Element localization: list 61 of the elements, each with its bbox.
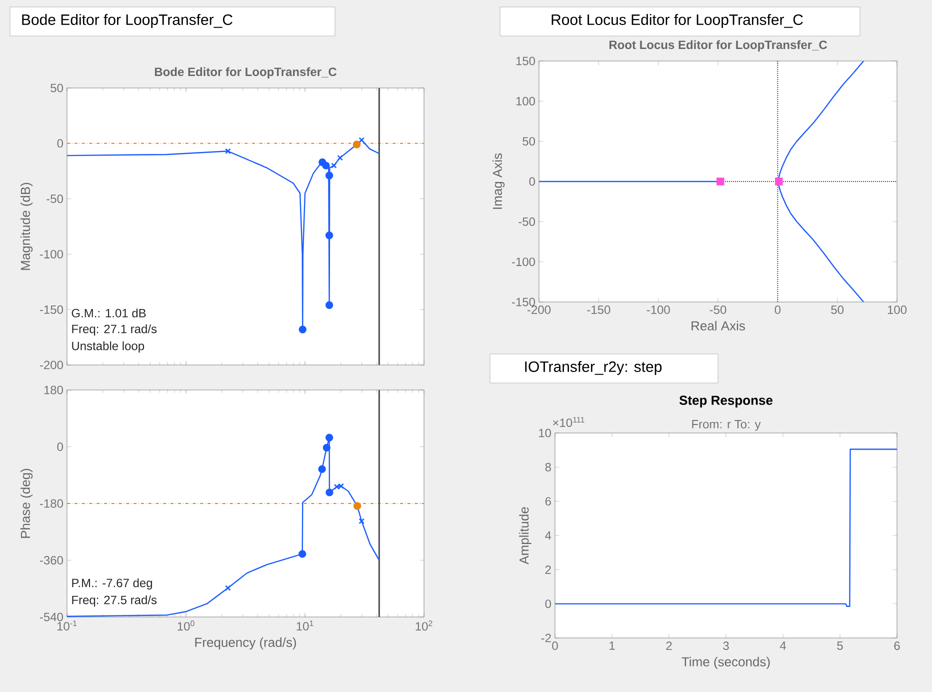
annotation: G.M.: 1.01 dB xyxy=(72,308,146,318)
x-tick-label: 0 xyxy=(552,642,558,650)
x-tick-label: 6 xyxy=(894,642,900,650)
x-axis-title: Frequency (rad/s) xyxy=(195,637,296,650)
x-tick-label: 4 xyxy=(780,642,786,650)
y-tick-label: 0 xyxy=(529,177,536,186)
y-tick-label: -100 xyxy=(40,250,64,258)
y-tick-label: -150 xyxy=(512,298,536,306)
y-tick-label: 0 xyxy=(545,600,552,608)
text: Bode Editor for LoopTransfer_C xyxy=(22,14,232,28)
annotation: P.M.: -7.67 deg xyxy=(72,578,152,590)
x-axis-title: Time (seconds) xyxy=(682,656,770,669)
y-tick-label: 4 xyxy=(545,531,552,540)
x-tick-label: 10$^{2}$ xyxy=(416,620,432,631)
annotation: Freq: 27.1 rad/s xyxy=(72,324,157,336)
y-tick-label: 2 xyxy=(545,565,551,574)
y-tick-label: 180 xyxy=(44,386,64,394)
y-tick-label: -50 xyxy=(46,194,64,204)
y-tick-label: 100 xyxy=(516,96,536,106)
chart-title: Root Locus Editor for LoopTransfer_C xyxy=(609,40,828,52)
text: ×10$^{111}$ xyxy=(553,416,584,427)
x-tick-label: 10$^{-1}$ xyxy=(57,620,77,630)
y-tick-label: 150 xyxy=(516,56,536,66)
chart-title: Bode Editor for LoopTransfer_C xyxy=(154,67,337,78)
y-tick-label: -200 xyxy=(40,360,64,370)
y-axis-title: Phase (deg) xyxy=(20,468,33,538)
y-tick-label: 10 xyxy=(539,428,552,438)
chart-subtitle: From: r To: y xyxy=(692,420,761,431)
y-tick-label: 0 xyxy=(57,139,64,148)
y-axis-title: Amplitude xyxy=(519,507,532,564)
x-tick-label: 100 xyxy=(888,306,907,314)
x-tick-label: 50 xyxy=(831,306,844,314)
y-tick-label: -100 xyxy=(512,258,536,266)
x-tick-label: 5 xyxy=(837,642,843,650)
chart-title: Step Response xyxy=(679,396,773,408)
x-tick-label: 0 xyxy=(774,306,781,314)
x-tick-label: -50 xyxy=(710,306,726,314)
x-tick-label: -150 xyxy=(587,306,610,314)
text: IOTransfer_r2y: step xyxy=(525,361,662,375)
y-axis-title: Magnitude (dB) xyxy=(20,182,33,270)
y-tick-label: -2 xyxy=(541,634,551,642)
x-tick-label: 10$^{1}$ xyxy=(296,620,314,630)
y-tick-label: -50 xyxy=(518,217,536,226)
x-tick-label: 1 xyxy=(610,642,615,650)
y-tick-label: 50 xyxy=(50,84,64,92)
y-tick-label: 6 xyxy=(545,497,551,506)
y-tick-label: -180 xyxy=(40,499,64,508)
x-axis-title: Real Axis xyxy=(692,320,745,330)
x-tick-label: 10$^{0}$ xyxy=(178,620,194,631)
y-axis-title: Imag Axis xyxy=(492,153,505,209)
x-tick-label: 2 xyxy=(666,642,672,650)
y-tick-label: -360 xyxy=(40,556,64,564)
y-tick-label: 8 xyxy=(545,462,551,472)
x-tick-label: -100 xyxy=(646,306,670,314)
y-tick-label: 50 xyxy=(522,137,536,146)
y-tick-label: -540 xyxy=(40,612,64,622)
text: Root Locus Editor for LoopTransfer_C xyxy=(552,14,803,28)
annotation: Unstable loop xyxy=(72,341,144,353)
y-tick-label: 0 xyxy=(57,442,64,451)
x-tick-label: 3 xyxy=(723,642,729,650)
annotation: Freq: 27.5 rad/s xyxy=(72,595,157,607)
